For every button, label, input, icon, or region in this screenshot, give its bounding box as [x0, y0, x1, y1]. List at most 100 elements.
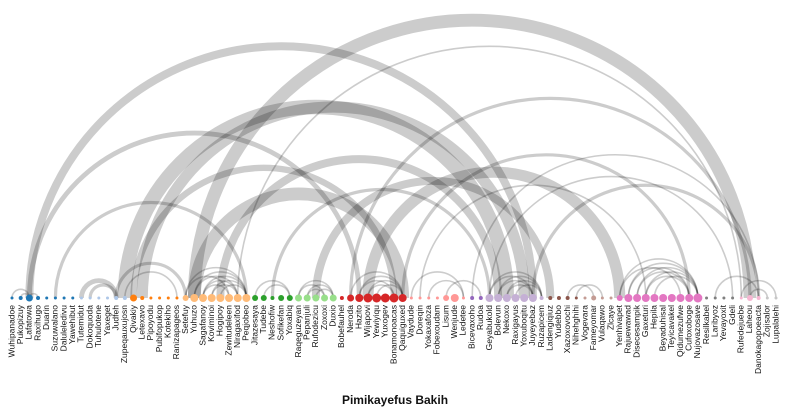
node-label: Ladengiqiuz — [545, 305, 555, 351]
node-label: Wuhipanadoe — [6, 305, 16, 358]
node — [389, 293, 399, 303]
node — [286, 295, 293, 301]
arc-link — [618, 266, 682, 299]
arc-link — [210, 284, 239, 299]
node — [303, 294, 311, 302]
node-label: Pukopizuy — [15, 304, 25, 344]
node-label: Geyabukold — [484, 305, 494, 351]
node-label: Qivakiy — [128, 304, 138, 333]
node-label: Dokoquoda — [84, 305, 94, 349]
arc-link — [114, 261, 188, 299]
arc-link — [506, 284, 534, 299]
node — [494, 294, 503, 302]
node-label: Pepanjuli — [301, 305, 311, 340]
arc-link — [53, 201, 249, 299]
node — [731, 296, 735, 300]
node — [539, 296, 544, 300]
arc-link — [445, 279, 482, 299]
node-label: Yaxeget — [102, 304, 112, 335]
arc-link — [297, 279, 335, 299]
node — [252, 295, 259, 301]
node — [25, 294, 33, 302]
node-label: Pubifopukop — [154, 305, 164, 353]
node-label: Letexavo — [136, 305, 146, 340]
node-label: Neshofiw — [267, 304, 277, 340]
node-label: Gaxeturi — [640, 305, 650, 337]
node-label: Laribyoz — [709, 305, 719, 337]
node — [270, 296, 275, 300]
node-label: Yewiyiqu — [371, 305, 381, 339]
node-label: Setefuy — [180, 304, 190, 334]
node-label: Zewitudeleen — [223, 305, 233, 356]
arc-link — [627, 266, 690, 299]
node-label: Ruzapicem — [536, 305, 546, 348]
node-label: Gdeli — [727, 305, 737, 325]
arc-link — [740, 279, 777, 299]
node — [398, 294, 407, 302]
arc-link — [644, 275, 690, 299]
node — [225, 294, 234, 302]
node-label: Bicevaxoho — [466, 305, 476, 349]
node — [641, 294, 650, 302]
node-label: Teyicavakel — [666, 305, 676, 349]
arc-link — [130, 164, 398, 299]
arc-link — [210, 279, 248, 299]
node — [321, 294, 329, 302]
node — [478, 296, 483, 300]
node-label: Hazito — [354, 305, 364, 329]
node — [435, 296, 439, 300]
node — [676, 294, 685, 302]
node-label: Bolevun — [492, 305, 502, 336]
node-label: Judfeh — [110, 305, 120, 331]
arc-link — [618, 258, 699, 299]
arc-link — [566, 284, 595, 299]
node — [45, 296, 49, 300]
node — [528, 294, 537, 302]
node — [71, 296, 75, 300]
node-label: Hepila — [649, 305, 659, 329]
arc-link — [202, 284, 230, 299]
node — [667, 294, 676, 302]
node-label: Pipoyodu — [145, 305, 155, 341]
node-label: Vogevara — [579, 305, 589, 341]
node-label: Rufedejuebe — [736, 305, 746, 353]
node-label: Bobefauhel — [336, 305, 346, 348]
node — [10, 296, 14, 300]
node-label: Tuhulotene — [93, 305, 103, 347]
arc-link — [216, 155, 503, 299]
node-label: Nekoxo — [501, 305, 511, 334]
node-label: Hogipoy — [215, 304, 225, 336]
node — [380, 293, 390, 303]
node — [485, 294, 494, 302]
arc-link — [202, 275, 248, 299]
node-label: Yuxogev — [380, 304, 390, 337]
node — [166, 296, 170, 300]
node — [685, 294, 694, 302]
arc-link — [236, 45, 743, 299]
arc-link — [636, 271, 690, 299]
node — [511, 294, 520, 302]
node — [175, 296, 179, 300]
node — [18, 296, 23, 300]
arc-link — [306, 284, 335, 299]
node-label: Cufoxoboge — [683, 305, 693, 351]
arc-link — [262, 284, 291, 299]
node — [130, 294, 138, 302]
node — [97, 296, 101, 300]
node — [207, 294, 216, 302]
arc-link — [187, 187, 410, 299]
node-label: Yudebbo — [553, 305, 563, 339]
node — [565, 296, 570, 300]
node — [339, 296, 344, 300]
arc-link — [427, 279, 465, 299]
arc-link — [219, 284, 248, 299]
node — [363, 293, 373, 303]
node — [106, 296, 109, 300]
node-label: Lisum — [440, 305, 450, 328]
arc-link — [193, 271, 248, 299]
node-label: Fameyomar — [588, 305, 598, 351]
node-label: Bonamonoacas — [388, 305, 398, 364]
arc-link — [644, 271, 699, 299]
node-label: Yoxuboqitu — [518, 305, 528, 347]
